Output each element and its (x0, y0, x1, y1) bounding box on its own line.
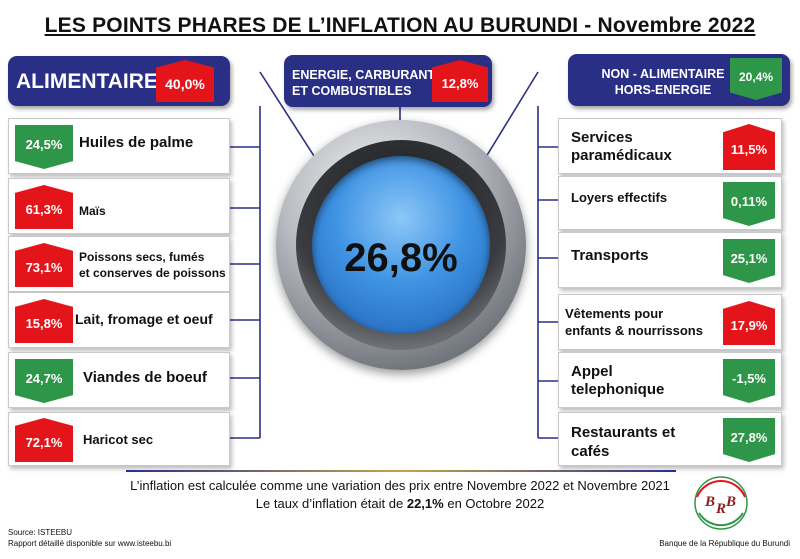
source-report-link: Rapport détaillé disponible sur www.iste… (8, 539, 172, 548)
item-appel-telephonique: Appel telephonique -1,5% (558, 352, 782, 408)
badge-loyers-effectifs: 0,11% (723, 182, 775, 226)
item-poissons: 73,1% Poissons secs, fumés et conserves … (8, 236, 230, 292)
item-lait-fromage-oeuf: 15,8% Lait, fromage et oeuf (8, 292, 230, 348)
item-label: Loyers effectifs (571, 190, 668, 205)
badge-restaurants-cafes: 27,8% (723, 418, 775, 462)
header-non-alimentaire-label: NON - ALIMENTAIRE HORS-ENERGIE (601, 67, 725, 97)
brb-logo-icon: B R B (694, 476, 748, 530)
item-label: Poissons secs, fumés et conserves de poi… (79, 250, 226, 280)
footnote-line1: L’inflation est calculée comme une varia… (130, 478, 670, 493)
item-viandes-de-boeuf: 24,7% Viandes de boeuf (8, 352, 230, 408)
badge-mais: 61,3% (15, 185, 73, 229)
page-title: LES POINTS PHARES DE L’INFLATION AU BURU… (44, 14, 756, 37)
svg-text:B: B (725, 494, 736, 510)
item-vetements: Vêtements pour enfants & nourrissons 17,… (558, 294, 782, 350)
item-huiles-de-palme: 24,5% Huiles de palme (8, 118, 230, 174)
badge-services-paramedicaux: 11,5% (723, 124, 775, 170)
footer-divider (126, 470, 676, 472)
svg-text:R: R (715, 501, 726, 517)
gauge-face (312, 156, 490, 334)
badge-non-alimentaire: 20,4% (730, 58, 782, 100)
badge-vetements: 17,9% (723, 301, 775, 345)
item-label: Services paramédicaux (571, 129, 672, 164)
item-transports: Transports 25,1% (558, 232, 782, 288)
badge-viandes-de-boeuf: 24,7% (15, 359, 73, 403)
item-services-paramedicaux: Services paramédicaux 11,5% (558, 118, 782, 174)
item-label: Huiles de palme (79, 134, 194, 151)
item-label: Maïs (79, 204, 106, 218)
item-label: Viandes de boeuf (83, 369, 207, 386)
badge-haricot-sec: 72,1% (15, 418, 73, 462)
overall-inflation-value: 26,8% (344, 236, 458, 280)
item-mais: 61,3% Maïs (8, 178, 230, 234)
item-haricot-sec: 72,1% Haricot sec (8, 412, 230, 466)
badge-appel-telephonique: -1,5% (723, 359, 775, 403)
badge-transports: 25,1% (723, 239, 775, 283)
previous-inflation-value: 22,1% (406, 496, 444, 511)
item-restaurants-cafes: Restaurants et cafés 27,8% (558, 412, 782, 466)
badge-alimentaire: 40,0% (156, 60, 214, 102)
item-loyers-effectifs: Loyers effectifs 0,11% (558, 176, 782, 230)
item-label: Transports (571, 247, 649, 264)
item-label: Restaurants et cafés (571, 424, 676, 460)
header-alimentaire-label: ALIMENTAIRE (16, 70, 158, 93)
badge-energie: 12,8% (432, 60, 488, 102)
item-label: Lait, fromage et oeuf (75, 311, 213, 327)
badge-poissons: 73,1% (15, 243, 73, 287)
svg-text:B: B (704, 494, 715, 510)
badge-huiles-de-palme: 24,5% (15, 125, 73, 169)
header-energie-label: ENERGIE, CARBURANT ET COMBUSTIBLES (292, 68, 436, 98)
source-label: Source: ISTEEBU (8, 528, 73, 537)
bank-name: Banque de la République du Burundi (659, 539, 790, 548)
badge-lait-fromage-oeuf: 15,8% (15, 299, 73, 343)
inflation-gauge: 26,8% (276, 120, 526, 370)
footnote-line2: Le taux d’inflation était de 22,1% en Oc… (255, 496, 545, 511)
item-label: Haricot sec (83, 432, 154, 447)
item-label: Appel telephonique (571, 363, 665, 398)
item-label: Vêtements pour enfants & nourrissons (565, 306, 703, 338)
